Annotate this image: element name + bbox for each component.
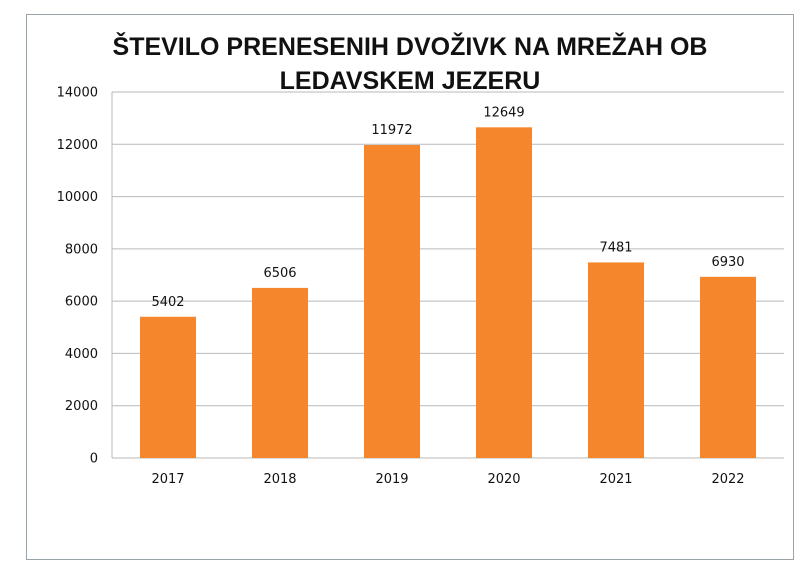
y-tick-label: 8000 xyxy=(65,242,98,257)
chart-title-line-1: ŠTEVILO PRENESENIH DVOŽIVK NA MREŽAH OB xyxy=(112,33,708,61)
x-tick-label: 2020 xyxy=(487,472,520,487)
bars xyxy=(140,127,756,459)
bar-2020 xyxy=(476,127,532,458)
chart-title: ŠTEVILO PRENESENIH DVOŽIVK NA MREŽAH OB … xyxy=(26,30,794,98)
y-tick-label: 14000 xyxy=(57,86,98,101)
data-label: 11972 xyxy=(371,123,412,138)
data-label: 12649 xyxy=(483,105,524,120)
y-tick-label: 0 xyxy=(90,452,98,467)
data-label: 5402 xyxy=(151,295,184,310)
bar-2021 xyxy=(588,262,644,458)
x-tick-label: 2017 xyxy=(151,472,184,487)
data-label: 6930 xyxy=(711,255,744,270)
data-label: 6506 xyxy=(263,266,296,281)
gridlines xyxy=(112,91,784,459)
chart-title-line-2: LEDAVSKEM JEZERU xyxy=(279,67,541,95)
y-tick-label: 6000 xyxy=(65,295,98,310)
y-tick-label: 4000 xyxy=(65,347,98,362)
x-tick-label: 2022 xyxy=(711,472,744,487)
labels: 0 2000 4000 6000 8000 10000 12000 14000 5402 2017… xyxy=(57,86,745,488)
bar-2019 xyxy=(364,145,420,459)
x-tick-label: 2021 xyxy=(599,472,632,487)
bar-2022 xyxy=(700,276,756,458)
data-label: 7481 xyxy=(599,240,632,255)
y-tick-label: 10000 xyxy=(57,190,98,205)
x-tick-label: 2018 xyxy=(263,472,296,487)
bar-2018 xyxy=(252,287,308,458)
y-tick-label: 12000 xyxy=(57,138,98,153)
x-tick-label: 2019 xyxy=(375,472,408,487)
y-tick-label: 2000 xyxy=(65,399,98,414)
bar-2017 xyxy=(140,316,196,458)
